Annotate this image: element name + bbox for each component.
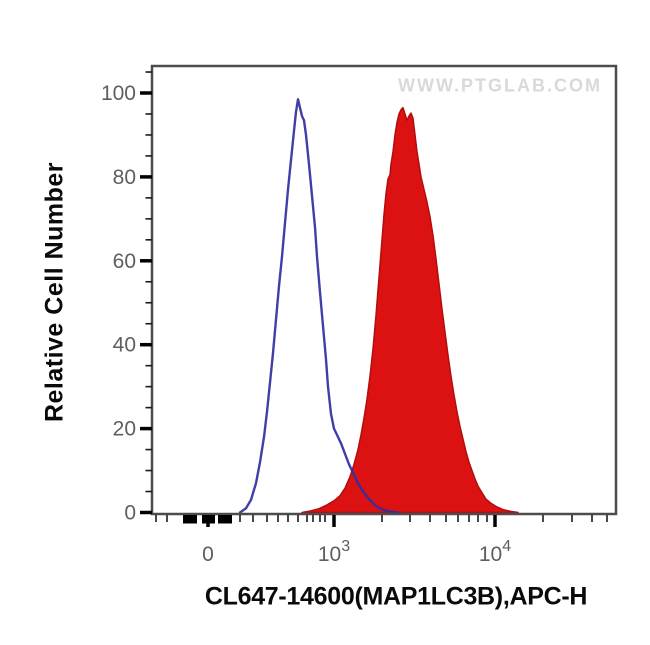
- y-tick-label: 40: [113, 334, 136, 357]
- x-tick-label: 104: [479, 538, 511, 566]
- x-tick-label: 103: [318, 538, 350, 566]
- y-tick-label: 100: [101, 82, 136, 105]
- y-axis-title: Relative Cell Number: [40, 161, 69, 423]
- y-tick-label: 20: [113, 418, 136, 441]
- series-layer: [238, 98, 519, 513]
- y-tick-label: 80: [113, 166, 136, 189]
- y-tick-label: 60: [113, 250, 136, 273]
- x-cluster-tick: [183, 515, 197, 524]
- control-open-histogram: [238, 98, 400, 513]
- x-tick-label: 0: [202, 543, 214, 566]
- watermark: WWW.PTGLAB.COM: [398, 75, 602, 96]
- x-cluster-tick: [218, 515, 232, 524]
- x-axis: 0 103 104: [155, 515, 608, 566]
- y-tick-label: 0: [124, 502, 136, 525]
- plot-border: [150, 64, 618, 516]
- cl647-map1lc3b-filled-histogram: [301, 106, 519, 513]
- x-axis-title: CL647-14600(MAP1LC3B),APC-H: [204, 582, 588, 611]
- y-axis: 0 20 40 60 80 100: [101, 71, 152, 525]
